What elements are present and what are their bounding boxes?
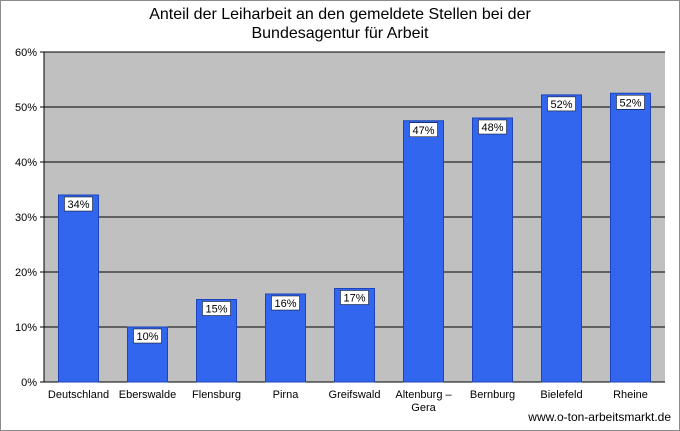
data-label-box <box>271 295 300 311</box>
data-label-box <box>616 95 645 110</box>
data-label: 47% <box>412 125 434 137</box>
bar <box>541 94 582 383</box>
x-tick-label: Greifswald <box>329 389 381 401</box>
data-label: 48% <box>481 122 503 134</box>
x-tick-label: Altenburg – <box>395 389 452 401</box>
y-tick-label: 20% <box>15 267 37 279</box>
data-label-box <box>202 301 231 316</box>
x-tick-label: Gera <box>411 402 436 414</box>
y-tick-label: 0% <box>21 377 37 389</box>
y-tick-label: 50% <box>15 102 37 114</box>
bar <box>403 120 444 383</box>
y-tick-label: 40% <box>15 157 37 169</box>
chart-title-line-2: Bundesagentur für Arbeit <box>251 25 429 42</box>
data-label-box <box>478 119 507 135</box>
data-label: 17% <box>343 293 365 305</box>
y-tick-label: 30% <box>15 212 37 224</box>
data-label-box <box>340 290 369 305</box>
data-label-box <box>409 122 438 137</box>
y-tick-label: 10% <box>15 322 37 334</box>
source-credit: www.o-ton-arbeitsmarkt.de <box>528 410 671 424</box>
data-label: 10% <box>136 331 158 343</box>
data-label-box <box>133 328 162 344</box>
data-label: 16% <box>274 298 296 310</box>
x-tick-label: Bernburg <box>470 389 515 401</box>
data-label: 52% <box>550 99 572 111</box>
x-tick-label: Deutschland <box>48 389 109 401</box>
x-tick-label: Flensburg <box>192 389 241 401</box>
bar <box>472 117 513 383</box>
data-label-box <box>64 196 93 212</box>
x-tick-label: Bielefeld <box>540 389 582 401</box>
x-tick-label: Pirna <box>273 389 300 401</box>
data-label: 34% <box>67 199 89 211</box>
bar <box>58 194 99 383</box>
x-tick-label: Eberswalde <box>119 389 176 401</box>
data-label-box <box>547 96 576 112</box>
chart-title: Anteil der Leiharbeit an den gemeldete S… <box>1 5 679 43</box>
data-label: 52% <box>619 97 641 109</box>
y-tick-label: 60% <box>15 47 37 59</box>
data-label: 15% <box>205 304 227 316</box>
x-tick-label: Rheine <box>613 389 648 401</box>
bar <box>610 92 651 383</box>
chart-title-line-1: Anteil der Leiharbeit an den gemeldete S… <box>149 6 531 23</box>
